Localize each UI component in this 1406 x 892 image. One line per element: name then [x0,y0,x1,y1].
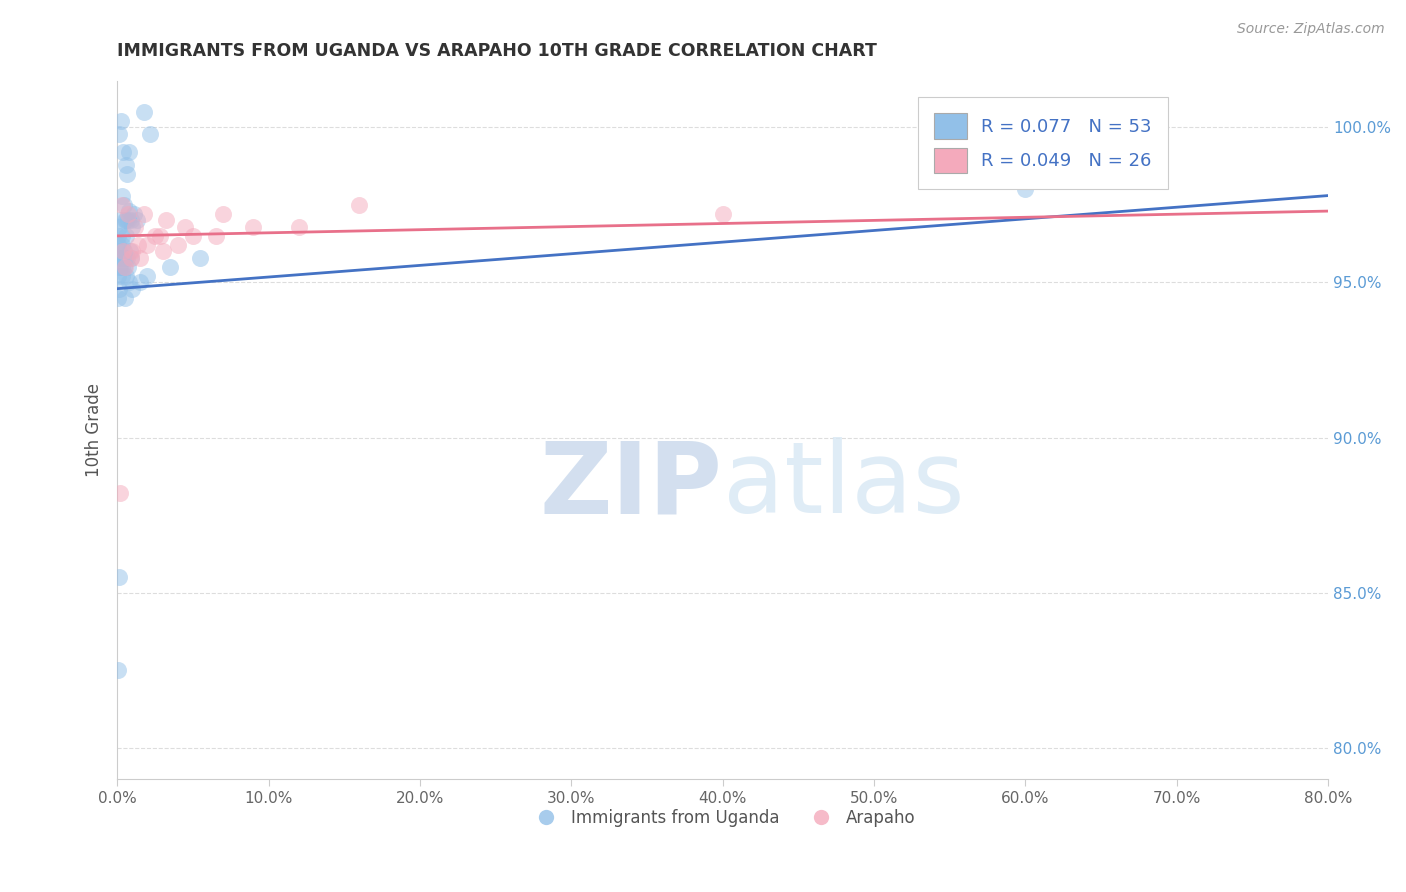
Point [112,244,135,259]
Text: Source: ZipAtlas.com: Source: ZipAtlas.com [1237,22,1385,37]
Point [166,238,188,252]
Point [107,238,129,252]
Point [108,244,131,259]
Point [117,145,139,160]
Point [288,219,311,234]
Point [112,244,135,259]
Point [107,269,129,284]
Point [121,282,143,296]
Point [110,251,132,265]
Point [115,269,138,284]
Point [174,219,197,234]
Point [117,213,139,227]
Point [107,291,129,305]
Point [155,213,177,227]
Point [108,127,131,141]
Point [127,238,149,252]
Point [115,167,138,181]
Point [125,213,148,227]
Point [204,228,226,243]
Point [111,238,134,252]
Point [242,219,264,234]
Point [121,219,143,234]
Point [114,213,136,227]
Point [118,204,141,219]
Point [108,260,131,274]
Point [110,114,132,128]
Point [117,207,139,221]
Point [114,260,136,274]
Point [128,276,150,290]
Point [1090,142,1112,156]
Text: atlas: atlas [723,437,965,534]
Point [136,238,159,252]
Point [112,145,135,160]
Point [120,251,142,265]
Legend: Immigrants from Uganda, Arapaho: Immigrants from Uganda, Arapaho [523,802,922,833]
Point [111,228,134,243]
Point [120,213,142,227]
Point [107,228,129,243]
Point [117,260,139,274]
Point [120,251,142,265]
Point [114,251,136,265]
Point [111,198,134,212]
Point [111,269,134,284]
Point [115,251,138,265]
Point [159,260,181,274]
Point [349,198,371,212]
Point [190,251,212,265]
Point [115,228,138,243]
Point [110,486,132,500]
Point [111,260,134,274]
Point [212,207,235,221]
Point [181,228,204,243]
Y-axis label: 10th Grade: 10th Grade [86,383,103,477]
Point [122,207,145,221]
Point [114,291,136,305]
Point [110,213,132,227]
Text: IMMIGRANTS FROM UGANDA VS ARAPAHO 10TH GRADE CORRELATION CHART: IMMIGRANTS FROM UGANDA VS ARAPAHO 10TH G… [117,42,877,60]
Point [152,244,174,259]
Point [134,207,156,221]
Point [112,198,135,212]
Point [114,157,136,171]
Point [118,244,141,259]
Point [143,228,166,243]
Point [111,188,134,202]
Point [1014,182,1036,196]
Point [124,219,146,234]
Point [108,570,131,584]
Point [118,276,141,290]
Point [711,207,734,221]
Point [107,219,129,234]
Point [107,282,129,296]
Text: ZIP: ZIP [540,437,723,534]
Point [121,244,143,259]
Point [114,213,136,227]
Point [108,260,131,274]
Point [134,104,156,119]
Point [148,228,170,243]
Point [136,269,159,284]
Point [110,251,132,265]
Point [107,663,129,677]
Point [128,251,150,265]
Point [112,260,135,274]
Point [139,127,162,141]
